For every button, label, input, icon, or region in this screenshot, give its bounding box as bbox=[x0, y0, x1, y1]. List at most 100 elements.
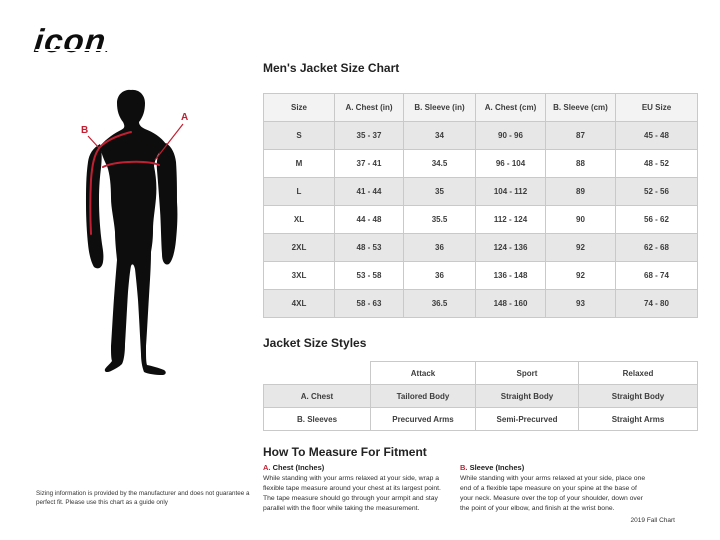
table-cell: 53 - 58 bbox=[334, 261, 404, 290]
table-cell: 88 bbox=[545, 149, 616, 178]
column-header: Sport bbox=[475, 361, 579, 385]
table-cell: 45 - 48 bbox=[615, 121, 698, 150]
size-chart-header-row: Size A. Chest (in) B. Sleeve (in) A. Chest … bbox=[263, 93, 698, 122]
table-cell: 36 bbox=[403, 233, 476, 262]
table-cell: 52 - 56 bbox=[615, 177, 698, 206]
table-cell: 104 - 112 bbox=[475, 177, 546, 206]
logo-slit-decoration bbox=[35, 49, 138, 51]
table-cell: B. Sleeves bbox=[263, 407, 371, 431]
table-cell: 37 - 41 bbox=[334, 149, 404, 178]
table-cell: XL bbox=[263, 205, 335, 234]
table-cell: S bbox=[263, 121, 335, 150]
sizing-disclaimer: Sizing information is provided by the ma… bbox=[36, 490, 250, 507]
measure-chest-marker: A. bbox=[263, 463, 271, 472]
table-cell: 148 - 160 bbox=[475, 289, 546, 318]
table-cell: 44 - 48 bbox=[334, 205, 404, 234]
table-cell: 36 bbox=[403, 261, 476, 290]
table-cell: 34 bbox=[403, 121, 476, 150]
table-cell: 92 bbox=[545, 233, 616, 262]
style-chart-table: Attack Sport Relaxed A. Chest Tailored Body… bbox=[263, 361, 698, 431]
table-cell: 90 bbox=[545, 205, 616, 234]
column-header: Attack bbox=[370, 361, 476, 385]
table-cell: 2XL bbox=[263, 233, 335, 262]
table-cell: 3XL bbox=[263, 261, 335, 290]
table-cell: 58 - 63 bbox=[334, 289, 404, 318]
sleeve-measurement-line bbox=[89, 131, 132, 235]
table-cell: 56 - 62 bbox=[615, 205, 698, 234]
column-header: A. Chest (in) bbox=[334, 93, 404, 122]
measure-sleeve-heading: B. Sleeve (Inches) bbox=[460, 463, 648, 472]
column-header: Size bbox=[263, 93, 335, 122]
table-cell: 68 - 74 bbox=[615, 261, 698, 290]
measure-sleeve-heading-text: Sleeve (Inches) bbox=[469, 463, 525, 472]
measurement-figure: B A bbox=[81, 89, 188, 375]
left-arm-silhouette bbox=[86, 144, 104, 269]
table-cell: 124 - 136 bbox=[475, 233, 546, 262]
table-cell: 136 - 148 bbox=[475, 261, 546, 290]
table-cell: Straight Body bbox=[578, 384, 698, 408]
table-row: 2XL 48 - 53 36 124 - 136 92 62 - 68 bbox=[263, 233, 698, 262]
size-chart-table: Size A. Chest (in) B. Sleeve (in) A. Chest … bbox=[263, 93, 698, 318]
measure-title: How To Measure For Fitment bbox=[263, 445, 427, 459]
table-cell: 48 - 53 bbox=[334, 233, 404, 262]
measure-section-sleeve: B. Sleeve (Inches) While standing with y… bbox=[460, 463, 648, 513]
table-cell: 96 - 104 bbox=[475, 149, 546, 178]
table-cell: 35 - 37 bbox=[334, 121, 404, 150]
measure-chest-heading: A. Chest (Inches) bbox=[263, 463, 451, 472]
table-row: L 41 - 44 35 104 - 112 89 52 - 56 bbox=[263, 177, 698, 206]
column-header: EU Size bbox=[615, 93, 698, 122]
label-b: B bbox=[81, 125, 88, 136]
table-cell: Straight Body bbox=[475, 384, 579, 408]
table-cell: Straight Arms bbox=[578, 407, 698, 431]
table-cell: 62 - 68 bbox=[615, 233, 698, 262]
size-chart-title: Men's Jacket Size Chart bbox=[263, 61, 400, 75]
table-cell: 4XL bbox=[263, 289, 335, 318]
label-a: A bbox=[181, 112, 188, 123]
column-header bbox=[264, 362, 371, 385]
column-header: Relaxed bbox=[578, 361, 698, 385]
style-chart-title: Jacket Size Styles bbox=[263, 336, 367, 350]
table-cell: 89 bbox=[545, 177, 616, 206]
table-cell: 90 - 96 bbox=[475, 121, 546, 150]
table-cell: 34.5 bbox=[403, 149, 476, 178]
measure-section-chest: A. Chest (Inches) While standing with yo… bbox=[263, 463, 451, 513]
table-cell: L bbox=[263, 177, 335, 206]
label-b-leader-line bbox=[87, 135, 100, 149]
table-row: 4XL 58 - 63 36.5 148 - 160 93 74 - 80 bbox=[263, 289, 698, 318]
measure-chest-heading-text: Chest (Inches) bbox=[272, 463, 325, 472]
table-cell: 36.5 bbox=[403, 289, 476, 318]
table-row: M 37 - 41 34.5 96 - 104 88 48 - 52 bbox=[263, 149, 698, 178]
logo-text: icon bbox=[32, 22, 109, 59]
label-a-leader-line bbox=[154, 123, 184, 161]
table-cell: 41 - 44 bbox=[334, 177, 404, 206]
table-cell: 35 bbox=[403, 177, 476, 206]
table-row: B. Sleeves Precurved Arms Semi-Precurved St… bbox=[263, 407, 698, 431]
chest-measurement-line bbox=[102, 160, 160, 168]
table-cell: M bbox=[263, 149, 335, 178]
right-arm-silhouette bbox=[156, 143, 178, 265]
column-header: A. Chest (cm) bbox=[475, 93, 546, 122]
table-cell: 35.5 bbox=[403, 205, 476, 234]
table-cell: A. Chest bbox=[263, 384, 371, 408]
table-cell: Precurved Arms bbox=[370, 407, 476, 431]
body-silhouette bbox=[100, 89, 166, 375]
logo-trademark-dot: . bbox=[104, 41, 111, 55]
table-cell: 87 bbox=[545, 121, 616, 150]
table-cell: 74 - 80 bbox=[615, 289, 698, 318]
style-chart-header-row: Attack Sport Relaxed bbox=[264, 361, 698, 385]
table-cell: 92 bbox=[545, 261, 616, 290]
chart-version-label: 2019 Fall Chart bbox=[630, 517, 675, 524]
table-row: 3XL 53 - 58 36 136 - 148 92 68 - 74 bbox=[263, 261, 698, 290]
measure-sleeve-body: While standing with your arms relaxed at… bbox=[460, 475, 646, 512]
column-header: B. Sleeve (in) bbox=[403, 93, 476, 122]
table-cell: Tailored Body bbox=[370, 384, 476, 408]
table-cell: 48 - 52 bbox=[615, 149, 698, 178]
icon-brand-logo: icon. bbox=[32, 22, 167, 66]
table-cell: Semi-Precurved bbox=[475, 407, 579, 431]
column-header: B. Sleeve (cm) bbox=[545, 93, 616, 122]
table-row: XL 44 - 48 35.5 112 - 124 90 56 - 62 bbox=[263, 205, 698, 234]
measure-chest-body: While standing with your arms relaxed at… bbox=[263, 475, 441, 512]
measure-sleeve-marker: B. bbox=[460, 463, 468, 472]
table-row: A. Chest Tailored Body Straight Body Straig… bbox=[263, 384, 698, 408]
